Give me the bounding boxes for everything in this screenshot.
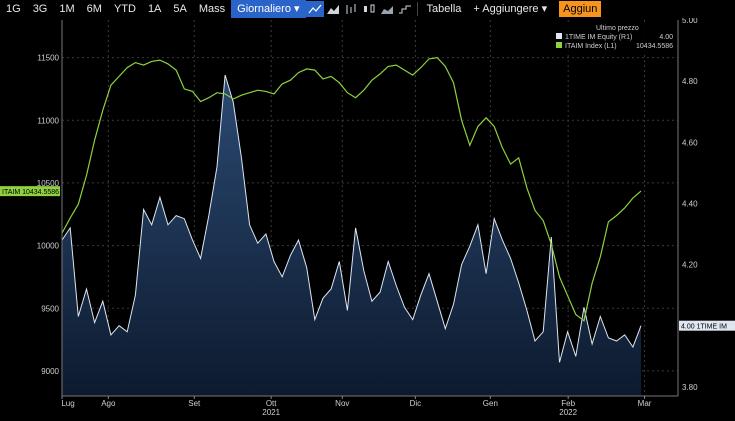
add-button[interactable]: + Aggiungere ▾ (467, 0, 553, 18)
legend-series-label: ITAIM Index (L1) (565, 43, 617, 50)
legend-swatch (556, 42, 562, 48)
equity-value-tag: 4.00 1TIME IM (681, 324, 727, 331)
right-tick-label: 5.00 (682, 18, 698, 25)
series-line-1time (61, 74, 642, 363)
candle-chart-icon[interactable] (360, 1, 378, 17)
x-tick-label: Dic (410, 399, 422, 408)
chevron-down-icon: ▾ (290, 3, 300, 15)
step-chart-icon[interactable] (396, 1, 414, 17)
left-tick-label: 9000 (41, 367, 59, 376)
right-tick-label: 4.80 (682, 77, 698, 86)
left-tick-label: 10000 (37, 242, 60, 251)
left-tick-label: 11000 (37, 116, 59, 125)
x-tick-label: Ott (266, 399, 277, 408)
year-label: 2022 (559, 408, 577, 416)
legend-series-label: 1TIME IM Equity (R1) (565, 34, 632, 41)
chart-area: 9000 9500 10000 10500 11000 11500 3.80 4.00 4.20… (0, 16, 735, 417)
toolbar: 1G 3G 1M 6M YTD 1A 5A Mass Giornaliero ▾ Tabell… (0, 0, 735, 18)
frequency-label: Giornaliero (237, 3, 291, 15)
toolbar-divider (416, 2, 418, 16)
x-tick-label: Gen (483, 399, 498, 408)
table-button[interactable]: Tabella (426, 3, 462, 15)
period-mass[interactable]: Mass (198, 3, 226, 15)
period-6m[interactable]: 6M (86, 3, 102, 15)
x-tick-label: Feb (561, 399, 575, 408)
period-selector: 1G 3G 1M 6M YTD 1A 5A Mass (0, 0, 231, 18)
right-tick-label: 3.80 (682, 383, 698, 392)
area-chart-icon[interactable] (378, 1, 396, 17)
equity-value-tag-bg (679, 320, 735, 331)
equity-area-fill (62, 75, 642, 396)
itaim-value-tag: ITAIM 10434.5586 (2, 189, 59, 196)
period-5a[interactable]: 5A (173, 3, 187, 15)
frequency-dropdown[interactable]: Giornaliero ▾ (231, 0, 306, 18)
itaim-value-tag-bg (0, 186, 60, 197)
x-tick-label: Nov (335, 399, 349, 408)
year-label: 2021 (262, 408, 280, 416)
series-line-itaim (61, 56, 642, 322)
period-1g[interactable]: 1G (6, 3, 21, 15)
legend-box (554, 22, 674, 52)
legend-series-value: 10434.5586 (636, 43, 673, 50)
legend-title: Ultimo prezzo (596, 25, 639, 32)
mountain-chart-icon[interactable] (324, 1, 342, 17)
x-tick-label: Ago (101, 399, 116, 408)
left-tick-label: 11500 (37, 54, 59, 63)
legend-swatch (556, 33, 562, 39)
legend-series-value: 4.00 (659, 34, 673, 41)
x-tick-label: Lug (61, 399, 74, 408)
right-tick-label: 4.20 (682, 261, 698, 270)
x-tick-label: Mar (638, 399, 652, 408)
period-1a[interactable]: 1A (147, 3, 162, 15)
right-tick-label: 4.40 (682, 199, 698, 208)
update-button[interactable]: Aggiun (559, 1, 602, 17)
chevron-down-icon: ▾ (541, 3, 548, 15)
bar-chart-icon[interactable] (342, 1, 360, 17)
period-ytd[interactable]: YTD (113, 3, 136, 15)
line-chart-icon[interactable] (305, 1, 324, 17)
right-tick-label: 4.60 (682, 138, 698, 147)
left-tick-label: 9500 (41, 304, 59, 313)
x-tick-label: Set (188, 399, 201, 408)
price-chart: 9000 9500 10000 10500 11000 11500 3.80 4.00 4.20… (0, 16, 735, 417)
left-tick-label: 10500 (37, 179, 60, 188)
period-3g[interactable]: 3G (32, 3, 48, 15)
add-label: + Aggiungere (473, 3, 539, 15)
period-1m[interactable]: 1M (59, 3, 75, 15)
